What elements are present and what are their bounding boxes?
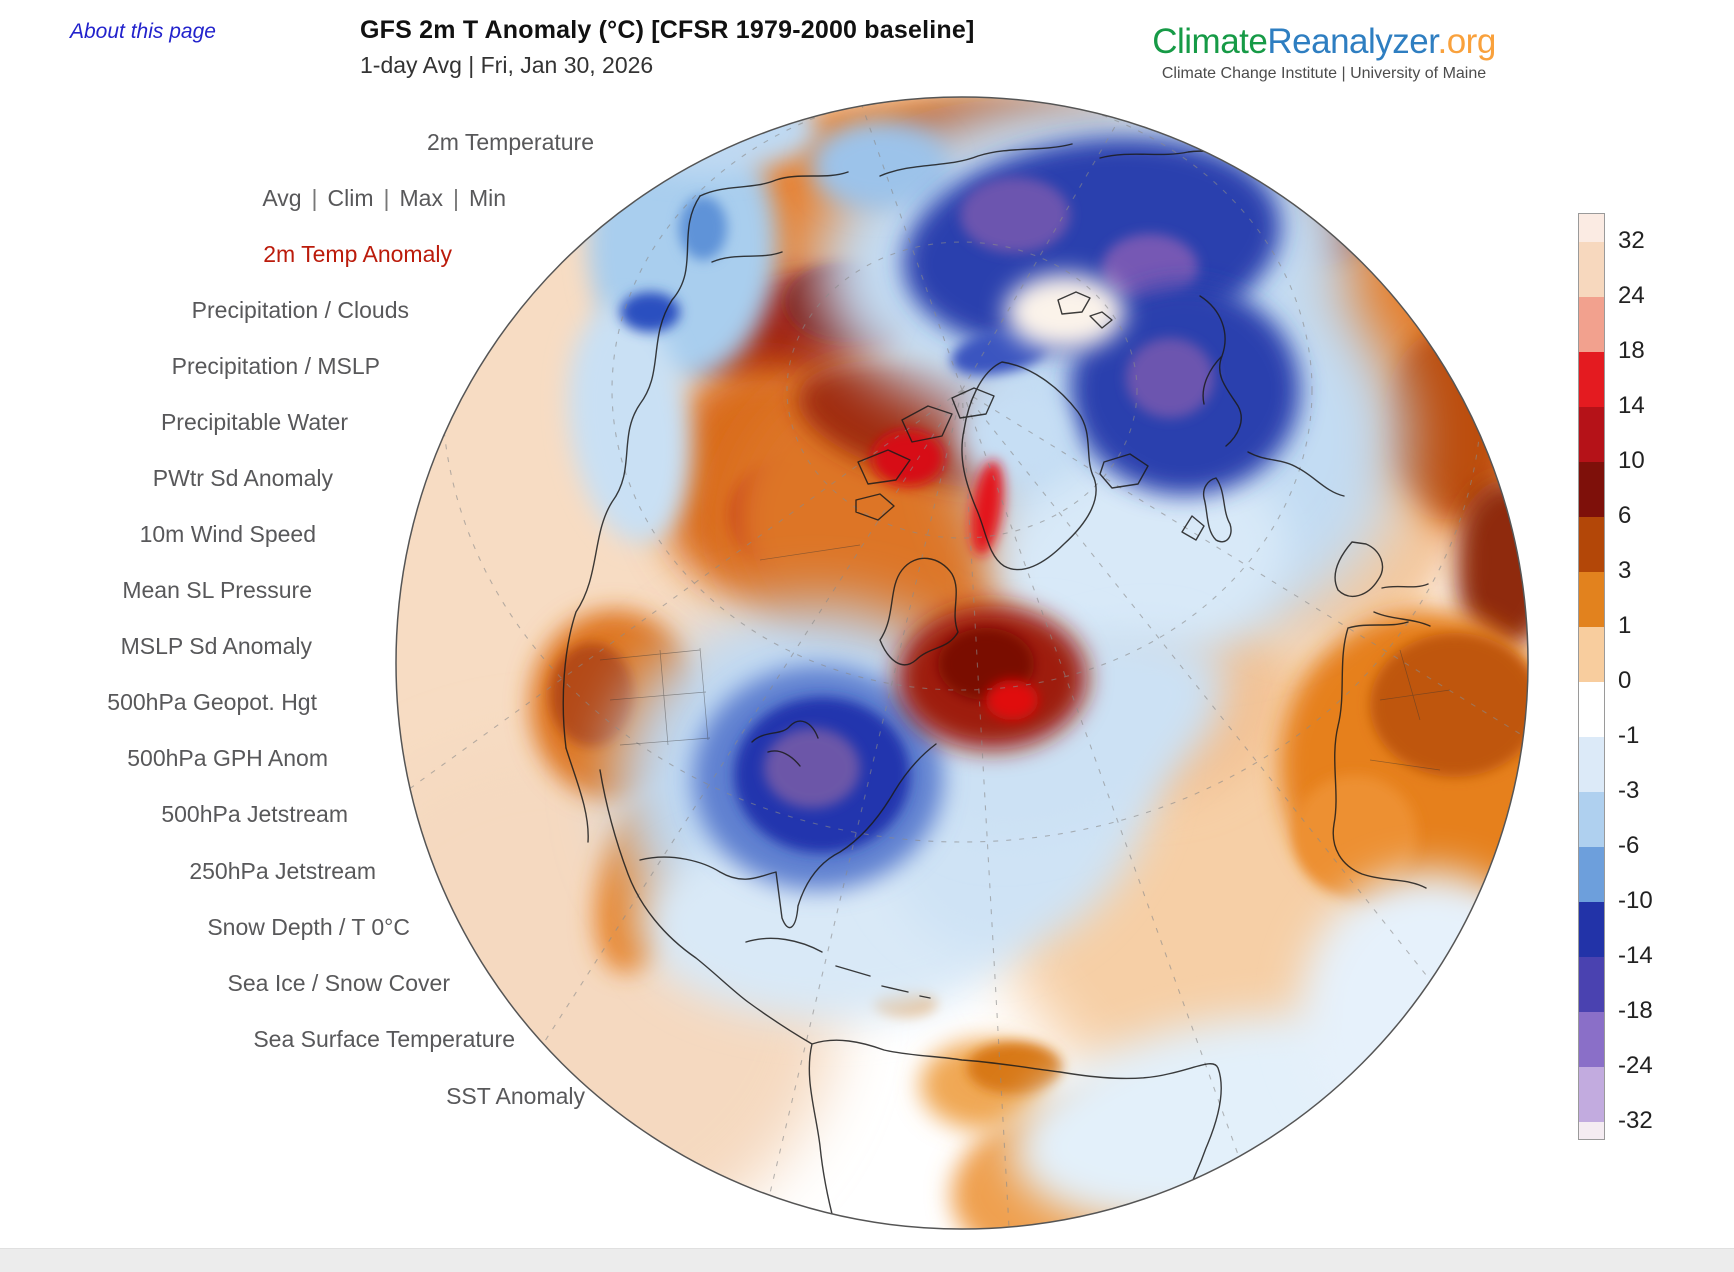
colorbar-segment xyxy=(1579,352,1604,407)
colorbar-segment xyxy=(1579,792,1604,847)
map-title: GFS 2m T Anomaly (°C) [CFSR 1979-2000 ba… xyxy=(360,16,975,44)
colorbar-segment xyxy=(1579,462,1604,517)
colorbar-segment xyxy=(1579,1012,1604,1067)
colorbar-tick-label: -10 xyxy=(1618,887,1653,914)
globe-rim xyxy=(395,96,1529,1230)
coastlines xyxy=(562,143,1431,1229)
sidebar-item-500hpa-jetstream[interactable]: 500hPa Jetstream xyxy=(161,801,348,827)
colorbar-segment xyxy=(1579,1067,1604,1122)
sidebar-item-precipitation-mslp[interactable]: Precipitation / MSLP xyxy=(171,353,380,379)
menu-separator: | xyxy=(452,185,459,211)
sidebar-item-avg[interactable]: Avg xyxy=(262,185,302,211)
sidebar-item-clim[interactable]: Clim xyxy=(327,185,374,211)
colorbar-segment xyxy=(1579,627,1604,682)
colorbar-tick-label: 10 xyxy=(1618,447,1645,474)
sidebar-item-sea-ice-snow-cover[interactable]: Sea Ice / Snow Cover xyxy=(227,970,450,996)
logo-wordmark: ClimateReanalyzer.org xyxy=(1152,22,1496,61)
sidebar-item-10m-wind-speed[interactable]: 10m Wind Speed xyxy=(139,521,316,547)
colorbar-segment xyxy=(1579,242,1604,297)
colorbar-tick-label: -32 xyxy=(1618,1107,1653,1134)
sidebar-item-sst-anomaly[interactable]: SST Anomaly xyxy=(446,1083,585,1109)
sidebar-item-500hpa-geopot-hgt[interactable]: 500hPa Geopot. Hgt xyxy=(107,689,317,715)
map-subtitle: 1-day Avg | Fri, Jan 30, 2026 xyxy=(360,52,654,78)
colorbar-segment xyxy=(1579,572,1604,627)
admin-borders xyxy=(599,544,1451,771)
sidebar-item-500hpa-gph-anom[interactable]: 500hPa GPH Anom xyxy=(127,745,328,771)
colorbar-segment xyxy=(1579,297,1604,352)
colorbar-tick-label: 1 xyxy=(1618,612,1632,639)
colorbar-tick-label: 18 xyxy=(1618,337,1645,364)
sidebar-item-250hpa-jetstream[interactable]: 250hPa Jetstream xyxy=(189,858,376,884)
anomaly-field-hot-spots xyxy=(872,430,1087,750)
climate-reanalyzer-logo[interactable]: ClimateReanalyzer.org Climate Change Ins… xyxy=(1140,22,1508,83)
about-this-page-link[interactable]: About this page xyxy=(70,20,216,43)
colorbar-tick-label: -24 xyxy=(1618,1052,1653,1079)
sidebar-item-precipitable-water[interactable]: Precipitable Water xyxy=(160,409,348,435)
menu-separator: | xyxy=(383,185,390,211)
colorbar-segment xyxy=(1579,902,1604,957)
logo-tagline: Climate Change Institute | University of… xyxy=(1161,65,1487,82)
sidebar-item-min[interactable]: Min xyxy=(468,185,506,211)
sidebar-item-group-avg-clim-max-min: Avg | Clim | Max | Min xyxy=(262,184,506,212)
colorbar-segment xyxy=(1579,1122,1604,1139)
sidebar-item-mean-sl-pressure[interactable]: Mean SL Pressure xyxy=(122,577,312,603)
sidebar-item-2m-temperature[interactable]: 2m Temperature xyxy=(426,129,594,155)
colorbar-segment xyxy=(1579,957,1604,1012)
sidebar-item-sea-surface-temperature[interactable]: Sea Surface Temperature xyxy=(253,1026,515,1052)
colorbar-tick-label: -6 xyxy=(1618,832,1640,859)
colorbar-segment xyxy=(1579,847,1604,902)
colorbar-segment xyxy=(1579,517,1604,572)
colorbar-tick-label: 32 xyxy=(1618,227,1645,254)
colorbar-tick-label: 0 xyxy=(1618,667,1632,694)
sidebar-item-2m-temp-anomaly[interactable]: 2m Temp Anomaly xyxy=(263,241,452,267)
colorbar-segment xyxy=(1579,682,1604,737)
colorbar-segment xyxy=(1579,214,1604,242)
colorbar-tick-label: 24 xyxy=(1618,282,1645,309)
colorbar-segment xyxy=(1579,737,1604,792)
colorbar-segment xyxy=(1579,407,1604,462)
sidebar-item-max[interactable]: Max xyxy=(399,185,443,211)
colorbar-tick-label: 3 xyxy=(1618,557,1632,584)
sidebar-item-pwtr-sd-anomaly[interactable]: PWtr Sd Anomaly xyxy=(152,465,333,491)
colorbar-tick-label: 14 xyxy=(1618,392,1645,419)
sidebar-item-precipitation-clouds[interactable]: Precipitation / Clouds xyxy=(191,297,409,323)
menu-separator: | xyxy=(311,185,318,211)
colorbar-tick-label: -3 xyxy=(1618,777,1640,804)
page-bottom-strip xyxy=(0,1248,1734,1272)
colorbar-tick-label: -14 xyxy=(1618,942,1653,969)
colorbar-tick-label: 6 xyxy=(1618,502,1632,529)
colorbar xyxy=(1578,213,1605,1140)
map-title-block: GFS 2m T Anomaly (°C) [CFSR 1979-2000 ba… xyxy=(360,16,974,79)
sidebar-item-snow-depth-t-0-c[interactable]: Snow Depth / T 0°C xyxy=(207,914,410,940)
colorbar-tick-label: -18 xyxy=(1618,997,1653,1024)
anomaly-field-cold-cores xyxy=(620,137,1300,890)
sidebar-item-mslp-sd-anomaly[interactable]: MSLP Sd Anomaly xyxy=(120,633,312,659)
colorbar-tick-label: -1 xyxy=(1618,722,1640,749)
